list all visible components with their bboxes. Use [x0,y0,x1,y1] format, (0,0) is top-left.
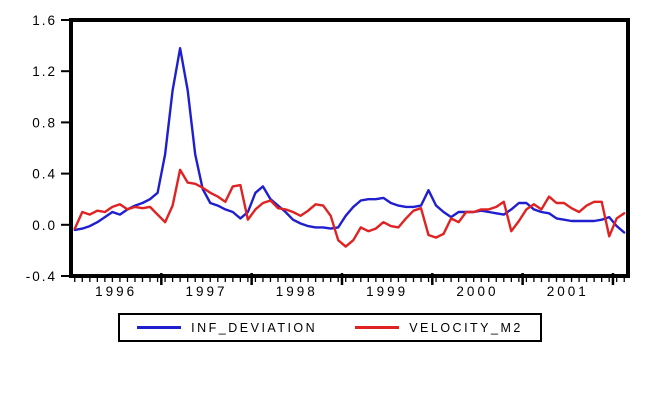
series-line-inf-deviation [73,47,626,234]
x-axis-year-label: 1997 [185,284,227,299]
legend-line-swatch-velocity-m2 [355,326,400,329]
x-axis-year-label: 1998 [276,284,318,299]
x-axis-year-label: 2001 [547,284,589,299]
y-axis-tick-label: 1.2 [32,64,57,79]
y-axis-tick-label: 0.0 [32,218,57,233]
x-axis-year-label: 1999 [366,284,408,299]
y-axis-tick-label: 0.8 [32,115,57,130]
y-axis-tick-label: 1.6 [32,13,57,28]
y-axis-tick-label: 0.4 [32,167,57,182]
legend-label-velocity-m2: VELOCITY_M2 [409,320,523,335]
legend-item-velocity-m2: VELOCITY_M2 [355,321,523,335]
legend-item-inf-deviation: INF_DEVIATION [137,321,317,335]
line-chart: 1.6 1.2 0.8 0.4 0.0 -0.4 1996 1997 1998 1999 2000 2… [26,13,630,299]
plot-border [69,18,630,278]
legend-label-inf-deviation: INF_DEVIATION [191,320,318,335]
legend: INF_DEVIATION VELOCITY_M2 [118,313,542,342]
series-line-velocity-m2 [73,168,626,248]
y-axis-tick-label: -0.4 [26,269,57,284]
legend-line-swatch-inf-deviation [137,326,182,329]
x-axis-year-label: 2000 [456,284,498,299]
x-axis-year-label: 1996 [95,284,137,299]
